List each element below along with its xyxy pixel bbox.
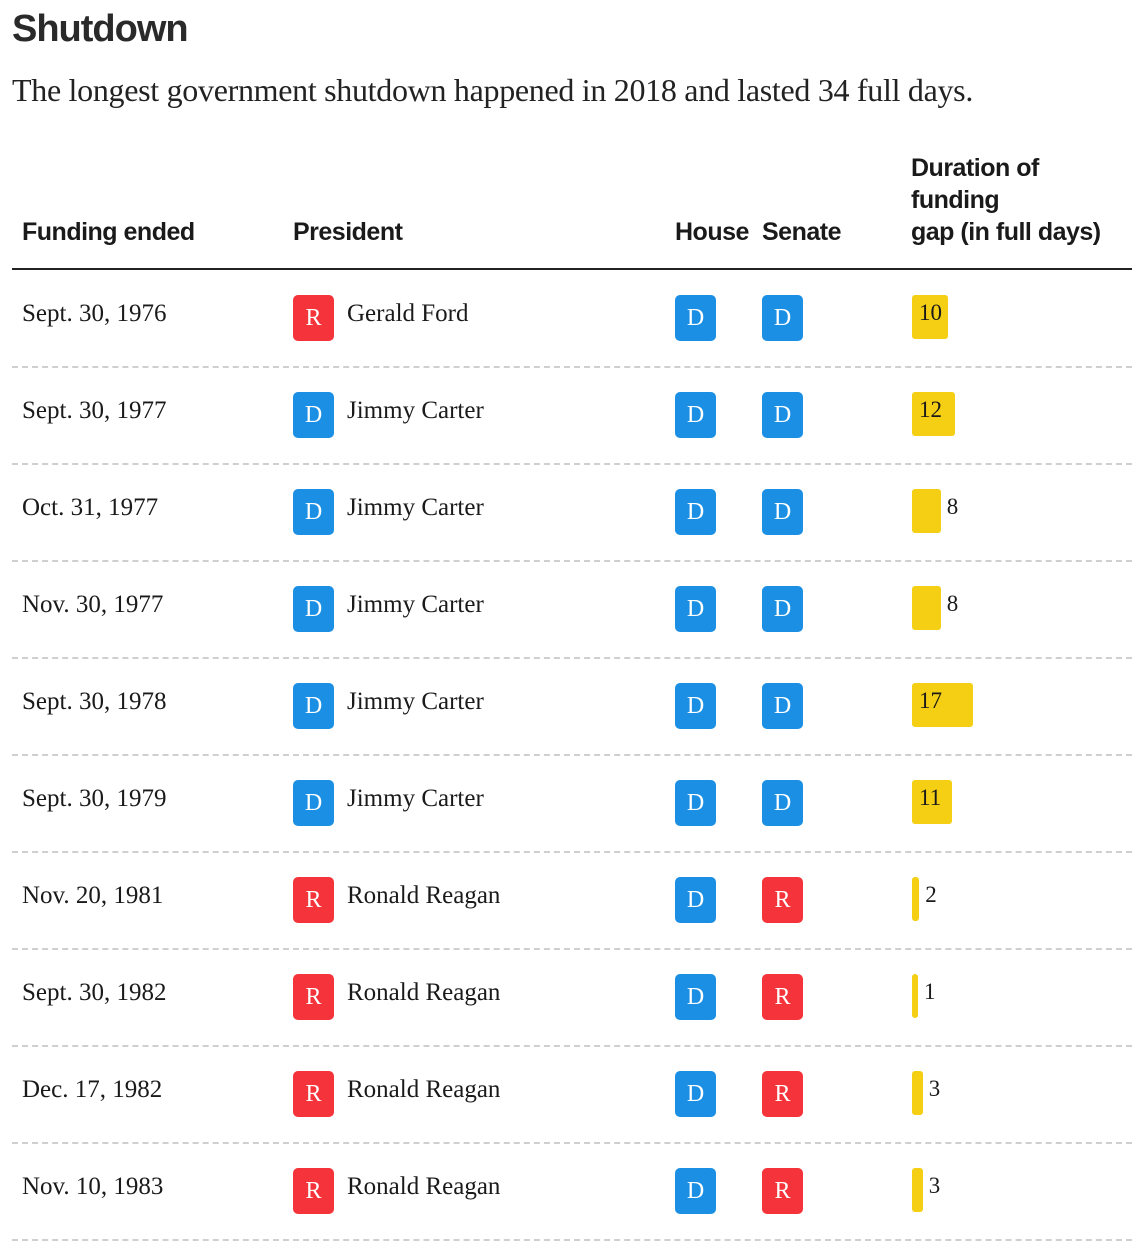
president-party-badge: R — [293, 974, 334, 1020]
house-party-badge: D — [675, 295, 716, 341]
president-party-badge: D — [293, 586, 334, 632]
senate-party-badge: D — [762, 489, 803, 535]
house-party-badge: D — [675, 1168, 716, 1214]
house-party-badge: D — [675, 780, 716, 826]
house-party-badge: D — [675, 586, 716, 632]
table-row: Nov. 30, 1977 D Jimmy Carter D D 8 — [12, 561, 1132, 659]
table-row: Dec. 17, 1982 R Ronald Reagan D R 3 — [12, 1046, 1132, 1144]
table-row: Sept. 30, 1979 D Jimmy Carter D D 11 — [12, 755, 1132, 853]
table-row: Nov. 10, 1983 R Ronald Reagan D R 3 — [12, 1143, 1132, 1241]
president-name: Jimmy Carter — [347, 591, 484, 618]
house-party-badge: D — [675, 489, 716, 535]
house-party-badge: D — [675, 974, 716, 1020]
president-name: Ronald Reagan — [347, 1173, 501, 1200]
senate-party-badge: D — [762, 392, 803, 438]
header-senate: Senate — [762, 218, 841, 246]
duration-bar — [912, 683, 974, 727]
funding-ended-date: Nov. 10, 1983 — [22, 1173, 164, 1200]
table-row: Nov. 20, 1981 R Ronald Reagan D R 2 — [12, 852, 1132, 950]
table-row: Sept. 30, 1982 R Ronald Reagan D R 1 — [12, 949, 1132, 1047]
senate-party-badge: R — [762, 1071, 803, 1117]
table-row: Sept. 30, 1976 R Gerald Ford D D 10 — [12, 270, 1132, 368]
president-name: Jimmy Carter — [347, 688, 484, 715]
duration-bar — [912, 1168, 923, 1212]
duration-bar — [912, 974, 918, 1018]
president-party-badge: D — [293, 392, 334, 438]
president-party-badge: R — [293, 295, 334, 341]
house-party-badge: D — [675, 683, 716, 729]
duration-label: 8 — [946, 591, 959, 616]
duration-bar — [912, 1071, 923, 1115]
table-row: Sept. 30, 1978 D Jimmy Carter D D 17 — [12, 658, 1132, 756]
header-duration-line: gap (in full days) — [911, 218, 1101, 246]
president-name: Ronald Reagan — [347, 1076, 501, 1103]
house-party-badge: D — [675, 392, 716, 438]
senate-party-badge: R — [762, 1168, 803, 1214]
senate-party-badge: R — [762, 877, 803, 923]
duration-bar — [912, 392, 956, 436]
president-name: Jimmy Carter — [347, 494, 484, 521]
page-title: Shutdown — [12, 8, 189, 50]
duration-label: 2 — [925, 882, 937, 907]
funding-ended-date: Nov. 20, 1981 — [22, 882, 164, 909]
page-subtitle: The longest government shutdown happened… — [12, 72, 974, 108]
president-party-badge: D — [293, 683, 334, 729]
header-duration-line: funding — [911, 186, 1000, 214]
duration-bar — [912, 489, 941, 533]
duration-bar — [912, 780, 952, 824]
duration-label: 8 — [946, 494, 959, 519]
president-party-badge: D — [293, 780, 334, 826]
funding-ended-date: Dec. 17, 1982 — [22, 1076, 163, 1103]
senate-party-badge: R — [762, 974, 803, 1020]
funding-ended-date: Sept. 30, 1982 — [22, 979, 167, 1006]
duration-label: 12 — [919, 397, 942, 422]
duration-label: 3 — [928, 1076, 941, 1101]
president-name: Ronald Reagan — [347, 882, 501, 909]
senate-party-badge: D — [762, 683, 803, 729]
funding-ended-date: Nov. 30, 1977 — [22, 591, 164, 618]
president-name: Jimmy Carter — [347, 785, 484, 812]
house-party-badge: D — [675, 877, 716, 923]
header-president: President — [293, 218, 403, 246]
senate-party-badge: D — [762, 780, 803, 826]
president-name: Gerald Ford — [347, 300, 469, 327]
funding-ended-date: Sept. 30, 1976 — [22, 300, 167, 327]
duration-bar — [912, 877, 920, 921]
president-party-badge: R — [293, 877, 334, 923]
house-party-badge: D — [675, 1071, 716, 1117]
president-party-badge: R — [293, 1071, 334, 1117]
funding-ended-date: Sept. 30, 1978 — [22, 688, 167, 715]
senate-party-badge: D — [762, 586, 803, 632]
duration-label: 17 — [919, 688, 942, 713]
header-duration: Duration of funding gap (in full days) — [911, 152, 1121, 248]
header-duration-line: Duration of — [911, 154, 1039, 182]
duration-label: 3 — [928, 1173, 941, 1198]
table-row: Oct. 31, 1977 D Jimmy Carter D D 8 — [12, 464, 1132, 562]
header-funding-ended: Funding ended — [22, 218, 195, 246]
table-row: Sept. 30, 1977 D Jimmy Carter D D 12 — [12, 367, 1132, 465]
duration-label: 11 — [919, 785, 942, 810]
duration-bar — [912, 586, 941, 630]
president-party-badge: R — [293, 1168, 334, 1214]
funding-ended-date: Sept. 30, 1977 — [22, 397, 167, 424]
duration-label: 1 — [924, 979, 936, 1004]
duration-label: 10 — [919, 300, 942, 325]
senate-party-badge: D — [762, 295, 803, 341]
funding-ended-date: Sept. 30, 1979 — [22, 785, 167, 812]
table-header: Funding ended President House Senate Dur… — [12, 150, 1132, 270]
duration-bar — [912, 295, 948, 339]
president-name: Jimmy Carter — [347, 397, 484, 424]
president-party-badge: D — [293, 489, 334, 535]
header-house: House — [675, 218, 749, 246]
funding-ended-date: Oct. 31, 1977 — [22, 494, 159, 521]
president-name: Ronald Reagan — [347, 979, 501, 1006]
